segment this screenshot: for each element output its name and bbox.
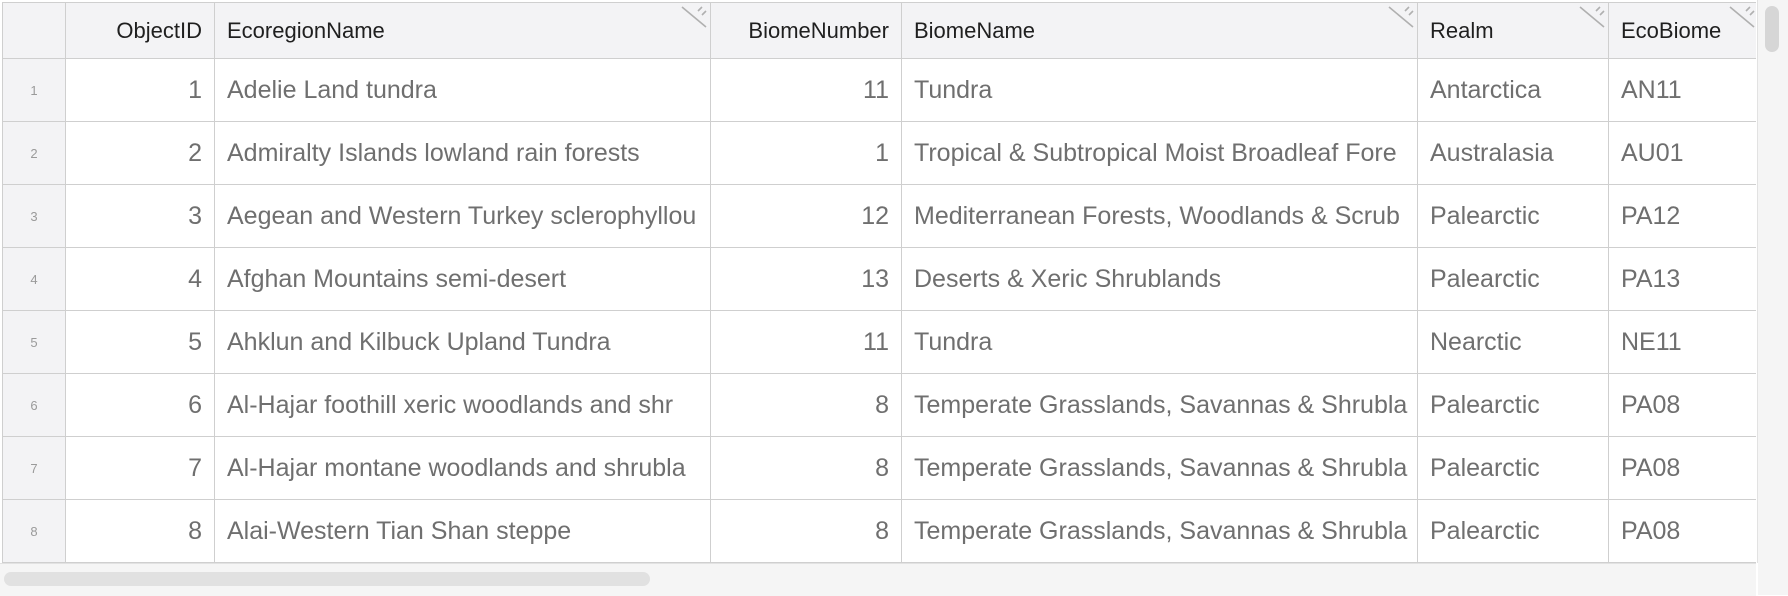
cell-objectid[interactable]: 4 bbox=[65, 247, 215, 311]
table-row[interactable]: 7 7 Al-Hajar montane woodlands and shrub… bbox=[2, 436, 1756, 500]
cell-ecobiome[interactable]: PA13 bbox=[1608, 247, 1756, 311]
column-header-label: Realm bbox=[1430, 17, 1494, 43]
row-index: 2 bbox=[2, 121, 66, 185]
horizontal-scrollbar[interactable] bbox=[0, 563, 1756, 596]
cell-ecoregionname[interactable]: Adelie Land tundra bbox=[214, 58, 711, 122]
cell-ecoregionname[interactable]: Afghan Mountains semi-desert bbox=[214, 247, 711, 311]
row-index: 8 bbox=[2, 499, 66, 563]
cell-biomenumber[interactable]: 11 bbox=[710, 310, 902, 374]
cell-realm[interactable]: Palearctic bbox=[1417, 499, 1609, 563]
column-header-label: EcoBiome bbox=[1621, 17, 1722, 43]
column-header-ecobiome[interactable]: EcoBiome bbox=[1608, 2, 1756, 59]
cell-realm[interactable]: Nearctic bbox=[1417, 310, 1609, 374]
column-resize-icon[interactable] bbox=[1576, 5, 1606, 29]
cell-biomenumber[interactable]: 8 bbox=[710, 499, 902, 563]
vertical-scrollbar[interactable] bbox=[1757, 0, 1788, 563]
cell-biomenumber[interactable]: 12 bbox=[710, 184, 902, 248]
cell-biomenumber[interactable]: 1 bbox=[710, 121, 902, 185]
cell-ecobiome[interactable]: PA08 bbox=[1608, 436, 1756, 500]
cell-realm[interactable]: Palearctic bbox=[1417, 373, 1609, 437]
table-row[interactable]: 5 5 Ahklun and Kilbuck Upland Tundra 11 … bbox=[2, 310, 1756, 374]
cell-biomename[interactable]: Temperate Grasslands, Savannas & Shrubla bbox=[901, 373, 1418, 437]
cell-ecobiome[interactable]: AU01 bbox=[1608, 121, 1756, 185]
column-header-objectid[interactable]: ObjectID bbox=[65, 2, 215, 59]
cell-objectid[interactable]: 3 bbox=[65, 184, 215, 248]
column-header-label: ObjectID bbox=[116, 17, 202, 43]
cell-biomename[interactable]: Temperate Grasslands, Savannas & Shrubla bbox=[901, 436, 1418, 500]
cell-ecobiome[interactable]: AN11 bbox=[1608, 58, 1756, 122]
cell-biomenumber[interactable]: 8 bbox=[710, 373, 902, 437]
column-resize-icon[interactable] bbox=[678, 5, 708, 29]
table-row[interactable]: 2 2 Admiralty Islands lowland rain fores… bbox=[2, 121, 1756, 185]
cell-ecoregionname[interactable]: Alai-Western Tian Shan steppe bbox=[214, 499, 711, 563]
cell-realm[interactable]: Palearctic bbox=[1417, 436, 1609, 500]
cell-biomenumber[interactable]: 8 bbox=[710, 436, 902, 500]
column-header-label: BiomeName bbox=[914, 17, 1036, 43]
column-header-label: EcoregionName bbox=[227, 17, 385, 43]
cell-realm[interactable]: Australasia bbox=[1417, 121, 1609, 185]
cell-objectid[interactable]: 6 bbox=[65, 373, 215, 437]
table-row[interactable]: 6 6 Al-Hajar foothill xeric woodlands an… bbox=[2, 373, 1756, 437]
row-index: 6 bbox=[2, 373, 66, 437]
cell-ecobiome[interactable]: PA08 bbox=[1608, 499, 1756, 563]
row-index: 5 bbox=[2, 310, 66, 374]
cell-biomename[interactable]: Tropical & Subtropical Moist Broadleaf F… bbox=[901, 121, 1418, 185]
cell-biomename[interactable]: Tundra bbox=[901, 58, 1418, 122]
cell-realm[interactable]: Palearctic bbox=[1417, 247, 1609, 311]
cell-ecoregionname[interactable]: Al-Hajar montane woodlands and shrubla bbox=[214, 436, 711, 500]
cell-biomename[interactable]: Deserts & Xeric Shrublands bbox=[901, 247, 1418, 311]
cell-ecobiome[interactable]: NE11 bbox=[1608, 310, 1756, 374]
row-index-header bbox=[2, 2, 66, 59]
column-header-biomename[interactable]: BiomeName bbox=[901, 2, 1418, 59]
cell-biomename[interactable]: Temperate Grasslands, Savannas & Shrubla bbox=[901, 499, 1418, 563]
cell-biomenumber[interactable]: 13 bbox=[710, 247, 902, 311]
data-grid: ObjectID EcoregionName BiomeNumber Biome… bbox=[0, 0, 1756, 563]
cell-biomename[interactable]: Mediterranean Forests, Woodlands & Scrub bbox=[901, 184, 1418, 248]
vertical-scrollbar-thumb[interactable] bbox=[1765, 6, 1779, 52]
column-header-ecoregionname[interactable]: EcoregionName bbox=[214, 2, 711, 59]
cell-biomenumber[interactable]: 11 bbox=[710, 58, 902, 122]
row-index: 1 bbox=[2, 58, 66, 122]
header-row: ObjectID EcoregionName BiomeNumber Biome… bbox=[2, 2, 1756, 59]
column-resize-icon[interactable] bbox=[1385, 5, 1415, 29]
cell-biomename[interactable]: Tundra bbox=[901, 310, 1418, 374]
cell-ecoregionname[interactable]: Al-Hajar foothill xeric woodlands and sh… bbox=[214, 373, 711, 437]
cell-realm[interactable]: Palearctic bbox=[1417, 184, 1609, 248]
scrollbar-corner bbox=[1758, 563, 1788, 595]
cell-objectid[interactable]: 2 bbox=[65, 121, 215, 185]
row-index: 4 bbox=[2, 247, 66, 311]
cell-realm[interactable]: Antarctica bbox=[1417, 58, 1609, 122]
column-resize-icon[interactable] bbox=[1726, 5, 1756, 29]
cell-ecobiome[interactable]: PA08 bbox=[1608, 373, 1756, 437]
table-row[interactable]: 8 8 Alai-Western Tian Shan steppe 8 Temp… bbox=[2, 499, 1756, 563]
cell-objectid[interactable]: 8 bbox=[65, 499, 215, 563]
table-row[interactable]: 1 1 Adelie Land tundra 11 Tundra Antarct… bbox=[2, 58, 1756, 122]
cell-objectid[interactable]: 5 bbox=[65, 310, 215, 374]
column-header-label: BiomeNumber bbox=[748, 17, 889, 43]
data-table: ObjectID EcoregionName BiomeNumber Biome… bbox=[2, 2, 1756, 563]
cell-ecoregionname[interactable]: Ahklun and Kilbuck Upland Tundra bbox=[214, 310, 711, 374]
cell-objectid[interactable]: 7 bbox=[65, 436, 215, 500]
cell-ecoregionname[interactable]: Aegean and Western Turkey sclerophyllou bbox=[214, 184, 711, 248]
table-row[interactable]: 3 3 Aegean and Western Turkey sclerophyl… bbox=[2, 184, 1756, 248]
horizontal-scrollbar-thumb[interactable] bbox=[4, 572, 650, 586]
row-index: 3 bbox=[2, 184, 66, 248]
cell-ecoregionname[interactable]: Admiralty Islands lowland rain forests bbox=[214, 121, 711, 185]
column-header-biomenumber[interactable]: BiomeNumber bbox=[710, 2, 902, 59]
cell-objectid[interactable]: 1 bbox=[65, 58, 215, 122]
column-header-realm[interactable]: Realm bbox=[1417, 2, 1609, 59]
row-index: 7 bbox=[2, 436, 66, 500]
cell-ecobiome[interactable]: PA12 bbox=[1608, 184, 1756, 248]
table-row[interactable]: 4 4 Afghan Mountains semi-desert 13 Dese… bbox=[2, 247, 1756, 311]
